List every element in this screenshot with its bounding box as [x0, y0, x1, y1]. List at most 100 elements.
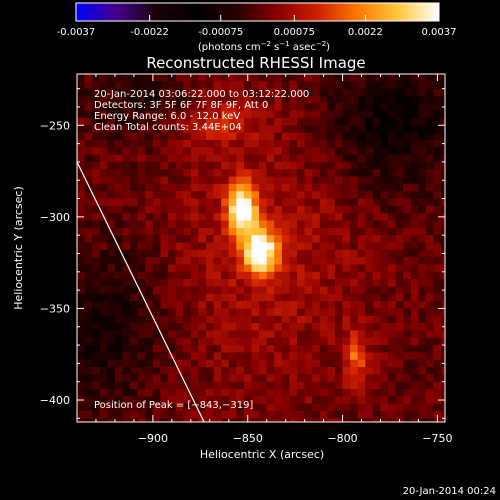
heatmap-cell [190, 257, 200, 266]
heatmap-cell [380, 257, 389, 266]
heatmap-cell [380, 125, 389, 134]
heatmap-cell [160, 227, 169, 236]
heatmap-cell [190, 249, 200, 258]
heatmap-cell [259, 249, 268, 258]
heatmap-cell [190, 301, 200, 310]
heatmap-cell [168, 139, 177, 148]
heatmap-cell [228, 205, 237, 214]
heatmap-cell [243, 227, 253, 236]
heatmap-cell [426, 330, 435, 339]
heatmap-cell [114, 389, 124, 397]
heatmap-cell [107, 213, 116, 222]
heatmap-cell [304, 301, 313, 310]
heatmap-cell [228, 191, 237, 200]
heatmap-cell [372, 95, 382, 104]
heatmap-cell [350, 381, 359, 390]
heatmap-cell [122, 169, 131, 178]
heatmap-cell [77, 242, 86, 251]
heatmap-cell [205, 257, 215, 266]
heatmap-cell [289, 381, 298, 390]
heatmap-cell [160, 139, 169, 148]
heatmap-cell [259, 235, 268, 244]
heatmap-cell [426, 147, 435, 156]
heatmap-cell [160, 125, 169, 134]
heatmap-cell [259, 345, 268, 353]
heatmap-cell [410, 205, 420, 214]
heatmap-cell [137, 154, 146, 163]
heatmap-cell [304, 95, 313, 104]
heatmap-cell [312, 176, 321, 185]
colorbar-tick-label: 0.0037 [422, 27, 457, 38]
heatmap-cell [137, 359, 146, 368]
heatmap-cell [168, 308, 177, 317]
heatmap-cell [327, 389, 336, 397]
heatmap-cell [198, 169, 207, 178]
heatmap-cell [168, 154, 177, 163]
heatmap-cell [334, 389, 344, 397]
heatmap-cell [357, 381, 366, 390]
heatmap-cell [365, 264, 374, 273]
heatmap-cell [190, 88, 200, 97]
heatmap-cell [228, 301, 237, 310]
heatmap-cell [175, 132, 184, 141]
heatmap-cell [380, 103, 389, 112]
heatmap-cell [342, 308, 351, 317]
heatmap-cell [312, 271, 321, 280]
heatmap-cell [77, 330, 86, 339]
heatmap-cell [99, 227, 108, 236]
heatmap-cell [410, 176, 420, 185]
heatmap-cell [418, 411, 427, 419]
heatmap-cell [221, 183, 230, 192]
heatmap-cell [266, 132, 275, 141]
heatmap-cell [304, 418, 313, 422]
heatmap-cell [137, 411, 146, 419]
heatmap-cell [297, 279, 306, 288]
heatmap-cell [145, 176, 154, 185]
heatmap-cell [418, 213, 427, 222]
heatmap-cell [84, 301, 93, 310]
heatmap-cell [99, 220, 108, 229]
heatmap-cell [357, 330, 366, 339]
heatmap-cell [372, 418, 382, 422]
heatmap-cell [122, 264, 131, 273]
heatmap-cell [183, 235, 192, 244]
heatmap-cell [289, 139, 298, 148]
heatmap-cell [259, 403, 268, 412]
heatmap-cell [160, 293, 169, 302]
heatmap-cell [130, 198, 139, 207]
heatmap-cell [228, 198, 237, 207]
heatmap-cell [342, 220, 351, 229]
heatmap-cell [297, 337, 306, 346]
heatmap-cell [137, 301, 146, 310]
heatmap-cell [365, 103, 374, 112]
heatmap-cell [130, 213, 139, 222]
heatmap-cell [418, 315, 427, 324]
heatmap-cell [243, 242, 253, 251]
heatmap-cell [122, 103, 131, 112]
heatmap-cell [281, 293, 291, 302]
heatmap-cell [190, 147, 200, 156]
heatmap-cell [418, 242, 427, 251]
heatmap-cell [198, 411, 207, 419]
heatmap-cell [205, 249, 215, 258]
heatmap-cell [312, 139, 321, 148]
heatmap-cell [297, 293, 306, 302]
heatmap-cell [327, 337, 336, 346]
heatmap-cell [281, 264, 291, 273]
heatmap-cell [274, 147, 283, 156]
heatmap-cell [395, 242, 404, 251]
heatmap-cell [327, 81, 336, 90]
heatmap-cell [221, 154, 230, 163]
heatmap-cell [175, 88, 184, 97]
heatmap-cell [221, 345, 230, 353]
heatmap-cell [365, 323, 374, 332]
heatmap-cell [221, 286, 230, 295]
heatmap-cell [327, 242, 336, 251]
heatmap-cell [228, 139, 237, 148]
heatmap-cell [395, 293, 404, 302]
heatmap-cell [403, 110, 412, 119]
heatmap-cell [175, 125, 184, 134]
heatmap-cell [304, 367, 313, 375]
heatmap-cell [168, 403, 177, 412]
heatmap-cell [137, 323, 146, 332]
